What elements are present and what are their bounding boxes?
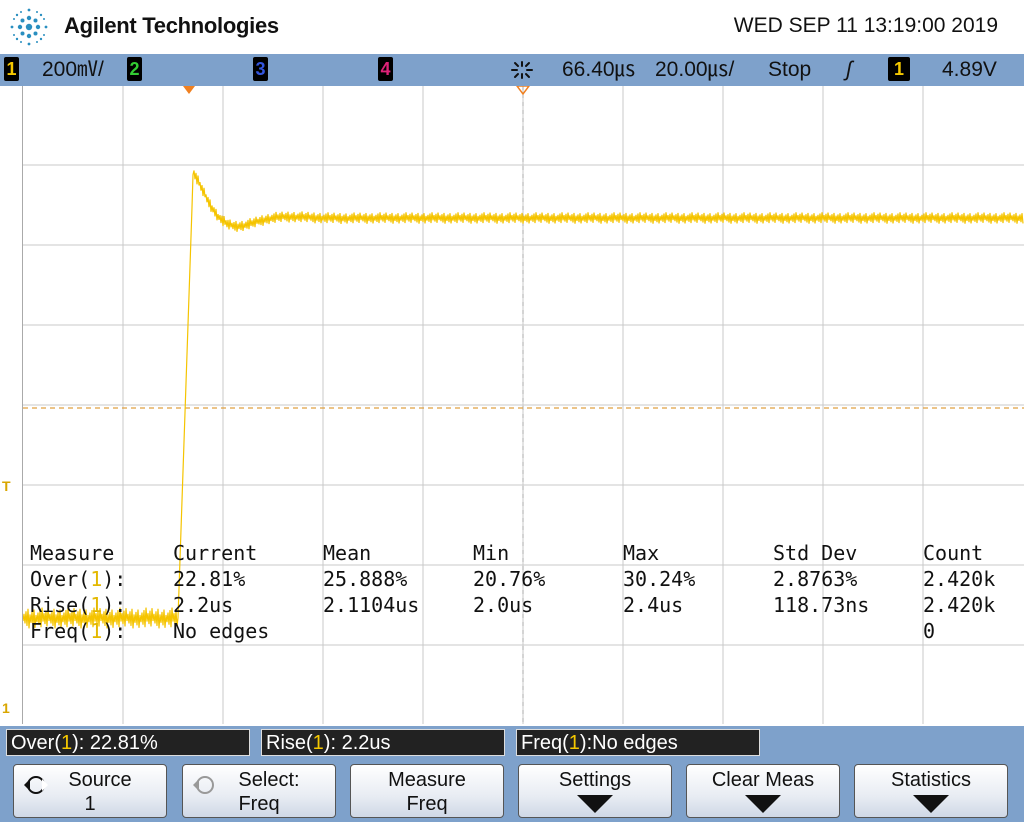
stats-cell: 20.76%	[473, 567, 546, 591]
measurement-readouts: Over(1): 22.81% Rise(1): 2.2us Freq(1):N…	[0, 726, 1024, 760]
stats-header-max: Max	[623, 541, 660, 565]
waveform-display[interactable]	[22, 86, 1024, 724]
channel-2-indicator[interactable]: 2	[127, 57, 142, 81]
select-softkey[interactable]: Select: Freq	[182, 764, 336, 818]
trigger-level-marker: T	[2, 478, 11, 494]
channel-1-waveform	[23, 170, 1024, 629]
rotate-knob-disabled-icon	[193, 776, 214, 794]
stats-cell: 118.73ns	[773, 593, 870, 617]
stats-header-count: Count	[923, 541, 984, 565]
down-arrow-icon	[913, 795, 949, 813]
trigger-slope-icon: ʃ	[846, 58, 853, 81]
horizontal-delay[interactable]: 66.40㎲	[562, 58, 636, 81]
source-softkey[interactable]: Source 1	[13, 764, 167, 818]
brand-name: Agilent Technologies	[64, 13, 279, 38]
stats-row-label: Freq(1):	[30, 619, 127, 643]
stats-cell: 0	[923, 619, 936, 643]
down-arrow-icon	[577, 795, 613, 813]
agilent-logo-icon	[10, 8, 48, 46]
date-time: WED SEP 11 13:19:00 2019	[733, 14, 998, 37]
header: Agilent Technologies WED SEP 11 13:19:00…	[0, 0, 1024, 54]
stats-cell: 2.4us	[623, 593, 684, 617]
channel-3-indicator[interactable]: 3	[253, 57, 268, 81]
trigger-position-marker	[183, 86, 195, 94]
channel-1-scale[interactable]: 200㎷/	[42, 58, 104, 81]
settings-softkey[interactable]: Settings	[518, 764, 672, 818]
channel-1-ground-marker: 1	[2, 700, 10, 716]
stats-cell: 2.420k	[923, 567, 996, 591]
readout-rise-time[interactable]: Rise(1): 2.2us	[261, 729, 505, 756]
softkey-bar: Source 1 Select: Freq Measure Freq Setti…	[0, 760, 1024, 822]
readout-overshoot[interactable]: Over(1): 22.81%	[6, 729, 250, 756]
run-state: Stop	[768, 58, 812, 81]
stats-cell: 30.24%	[623, 567, 696, 591]
stats-row-label: Rise(1):	[30, 593, 127, 617]
stats-cell: No edges	[173, 619, 270, 643]
clear-meas-softkey[interactable]: Clear Meas	[686, 764, 840, 818]
delay-marker	[516, 86, 530, 96]
stats-cell: 22.81%	[173, 567, 246, 591]
stats-cell: 2.420k	[923, 593, 996, 617]
stats-cell: 25.888%	[323, 567, 408, 591]
waveform-graticule	[23, 86, 1024, 724]
rotate-knob-icon	[24, 776, 48, 794]
down-arrow-icon	[745, 795, 781, 813]
stats-header-stddev: Std Dev	[773, 541, 858, 565]
stats-cell: 2.2us	[173, 593, 234, 617]
stats-cell: 2.8763%	[773, 567, 858, 591]
stats-header-current: Current	[173, 541, 258, 565]
measure-softkey[interactable]: Measure Freq	[350, 764, 504, 818]
stats-cell: 2.0us	[473, 593, 534, 617]
status-bar: 1 200㎷/ 2 3 4 66.40㎲ 20.00㎲/ Stop ʃ 1 4.…	[0, 54, 1024, 86]
horizontal-delay-icon	[511, 61, 533, 79]
stats-header-min: Min	[473, 541, 510, 565]
statistics-softkey[interactable]: Statistics	[854, 764, 1008, 818]
stats-cell: 2.1104us	[323, 593, 420, 617]
channel-4-indicator[interactable]: 4	[378, 57, 393, 81]
stats-header-mean: Mean	[323, 541, 372, 565]
readout-frequency[interactable]: Freq(1):No edges	[516, 729, 760, 756]
stats-row-label: Over(1):	[30, 567, 127, 591]
channel-1-indicator[interactable]: 1	[4, 57, 19, 81]
trigger-source[interactable]: 1	[888, 57, 910, 81]
horizontal-scale[interactable]: 20.00㎲/	[655, 58, 735, 81]
trigger-level[interactable]: 4.89V	[942, 58, 997, 81]
stats-header-measure: Measure	[30, 541, 115, 565]
